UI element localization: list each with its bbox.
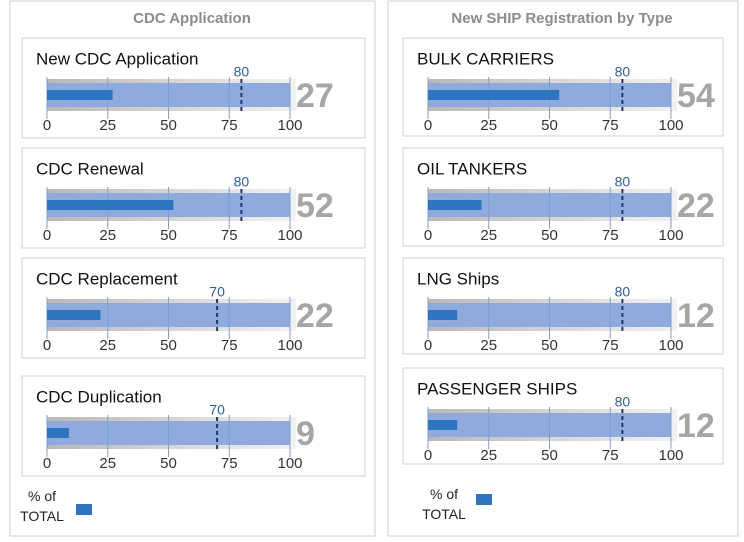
x-tick-label: 0	[424, 447, 432, 464]
value-bar	[47, 200, 174, 210]
chart-title: PASSENGER SHIPS	[417, 379, 577, 398]
x-tick-label: 25	[480, 447, 497, 464]
value-bar	[428, 310, 458, 320]
x-tick-label: 50	[541, 447, 558, 464]
x-tick-label: 75	[221, 337, 238, 354]
value-label: 22	[677, 187, 715, 225]
x-tick-label: 0	[424, 227, 432, 244]
chart-title: New CDC Application	[36, 49, 199, 68]
chart-title: CDC Renewal	[36, 159, 144, 178]
target-label: 80	[234, 174, 250, 190]
x-tick-label: 25	[99, 227, 116, 244]
value-label: 54	[677, 77, 715, 115]
x-tick-label: 25	[99, 117, 116, 134]
value-label: 12	[677, 407, 715, 445]
legend-label: % of TOTAL	[422, 486, 466, 522]
value-label: 27	[296, 77, 334, 115]
target-label: 80	[615, 394, 631, 410]
legend-label: % of TOTAL	[20, 488, 64, 524]
x-tick-label: 75	[602, 227, 619, 244]
target-label: 70	[209, 284, 225, 300]
x-tick-label: 0	[424, 117, 432, 134]
x-tick-label: 75	[602, 117, 619, 134]
x-tick-label: 75	[602, 337, 619, 354]
panel-border	[387, 0, 739, 537]
x-tick-label: 0	[43, 227, 51, 244]
panel-title: New SHIP Registration by Type	[451, 10, 672, 27]
x-tick-label: 0	[424, 337, 432, 354]
x-tick-label: 75	[221, 455, 238, 472]
x-tick-label: 50	[541, 117, 558, 134]
x-tick-label: 25	[480, 337, 497, 354]
value-bar	[428, 200, 482, 210]
chart-title: BULK CARRIERS	[417, 49, 554, 68]
value-label: 12	[677, 297, 715, 335]
x-tick-label: 50	[160, 227, 177, 244]
x-tick-label: 50	[160, 117, 177, 134]
x-tick-label: 0	[43, 455, 51, 472]
x-tick-label: 50	[541, 337, 558, 354]
x-tick-label: 100	[658, 227, 683, 244]
x-tick-label: 100	[277, 337, 302, 354]
chart-title: OIL TANKERS	[417, 159, 527, 178]
value-bar	[47, 310, 101, 320]
chart-title: LNG Ships	[417, 269, 499, 288]
x-tick-label: 50	[541, 227, 558, 244]
x-tick-label: 25	[99, 455, 116, 472]
value-bar	[428, 420, 458, 430]
target-label: 80	[615, 64, 631, 80]
x-tick-label: 25	[480, 227, 497, 244]
panel-title: CDC Application	[133, 10, 251, 27]
x-tick-label: 25	[480, 117, 497, 134]
legend-swatch	[476, 494, 492, 505]
value-label: 52	[296, 187, 334, 225]
target-label: 80	[615, 174, 631, 190]
value-bar	[47, 428, 69, 438]
x-tick-label: 75	[221, 227, 238, 244]
target-label: 70	[209, 402, 225, 418]
x-tick-label: 100	[277, 227, 302, 244]
x-tick-label: 100	[658, 447, 683, 464]
chart-title: CDC Replacement	[36, 269, 178, 288]
value-bar	[428, 90, 560, 100]
x-tick-label: 0	[43, 337, 51, 354]
target-label: 80	[615, 284, 631, 300]
x-tick-label: 50	[160, 455, 177, 472]
x-tick-label: 50	[160, 337, 177, 354]
x-tick-label: 100	[658, 117, 683, 134]
panel-border	[9, 0, 376, 537]
legend-swatch	[76, 504, 92, 515]
chart-title: CDC Duplication	[36, 387, 162, 406]
x-tick-label: 100	[277, 117, 302, 134]
x-tick-label: 100	[277, 455, 302, 472]
x-tick-label: 0	[43, 117, 51, 134]
x-tick-label: 25	[99, 337, 116, 354]
target-label: 80	[234, 64, 250, 80]
x-tick-label: 75	[221, 117, 238, 134]
x-tick-label: 75	[602, 447, 619, 464]
value-label: 9	[296, 415, 315, 453]
value-label: 22	[296, 297, 334, 335]
value-bar	[47, 90, 113, 100]
x-tick-label: 100	[658, 337, 683, 354]
